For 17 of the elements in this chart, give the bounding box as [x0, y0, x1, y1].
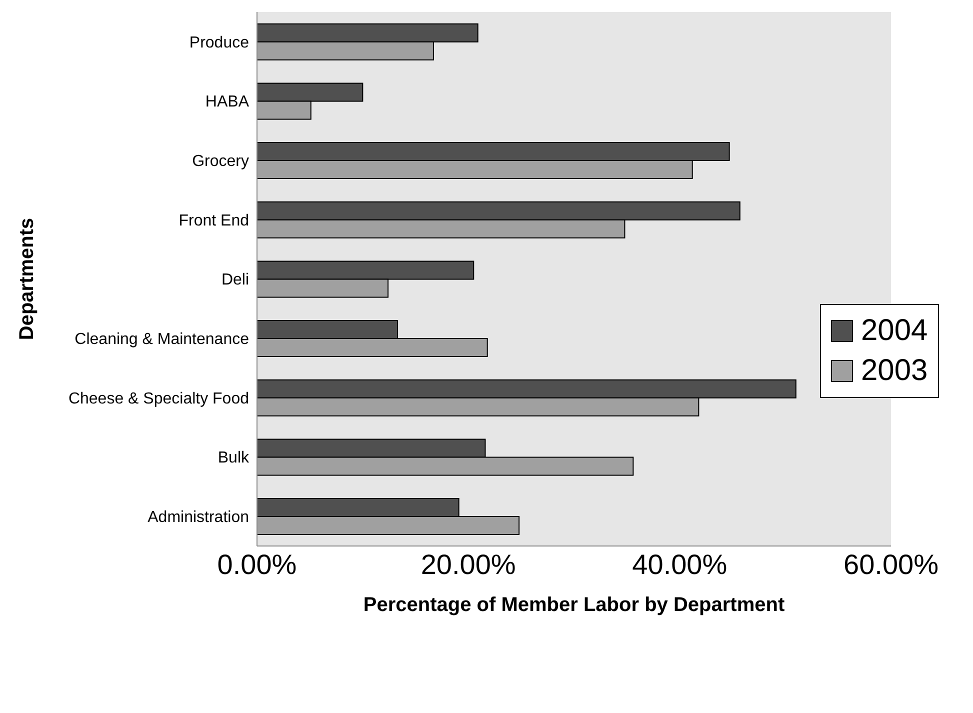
y-tick-label: Bulk	[218, 450, 250, 467]
x-tick-label: 60.00%	[844, 548, 938, 580]
y-tick-label: HABA	[205, 94, 250, 111]
y-axis-title: Departments	[16, 218, 38, 340]
y-tick-label: Produce	[189, 34, 250, 52]
y-tick-label: Cheese & Specialty Food	[68, 390, 249, 408]
x-tick-label: 40.00%	[632, 548, 728, 580]
legend-label: 2003	[861, 353, 928, 389]
y-tick-label: Administration	[148, 509, 249, 526]
legend-label: 2004	[861, 313, 928, 349]
y-tick-label: Front End	[178, 212, 249, 230]
x-tick-label: 0.00%	[217, 548, 297, 580]
x-tick-label: 20.00%	[420, 548, 516, 580]
y-tick-label: Deli	[221, 272, 249, 289]
y-tick-label: Cleaning & Maintenance	[74, 331, 250, 348]
y-tick-label: Grocery	[192, 153, 249, 170]
x-axis-title: Percentage of Member Labor by Department	[363, 594, 785, 616]
